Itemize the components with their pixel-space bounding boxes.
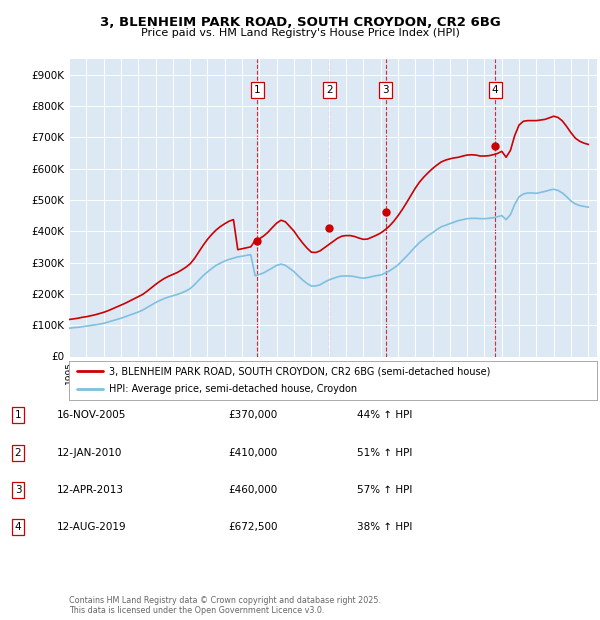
Text: 2: 2 bbox=[326, 85, 332, 95]
Text: 1: 1 bbox=[254, 85, 260, 95]
Text: £370,000: £370,000 bbox=[228, 410, 277, 420]
Text: 38% ↑ HPI: 38% ↑ HPI bbox=[357, 522, 412, 532]
Text: 3: 3 bbox=[14, 485, 22, 495]
Text: £410,000: £410,000 bbox=[228, 448, 277, 458]
Text: Price paid vs. HM Land Registry's House Price Index (HPI): Price paid vs. HM Land Registry's House … bbox=[140, 28, 460, 38]
Text: 3: 3 bbox=[382, 85, 389, 95]
Text: 4: 4 bbox=[492, 85, 499, 95]
Text: 4: 4 bbox=[14, 522, 22, 532]
Text: 51% ↑ HPI: 51% ↑ HPI bbox=[357, 448, 412, 458]
Text: HPI: Average price, semi-detached house, Croydon: HPI: Average price, semi-detached house,… bbox=[109, 384, 357, 394]
Text: 12-JAN-2010: 12-JAN-2010 bbox=[57, 448, 122, 458]
Text: 57% ↑ HPI: 57% ↑ HPI bbox=[357, 485, 412, 495]
Text: 12-AUG-2019: 12-AUG-2019 bbox=[57, 522, 127, 532]
Text: 1: 1 bbox=[14, 410, 22, 420]
Text: 3, BLENHEIM PARK ROAD, SOUTH CROYDON, CR2 6BG (semi-detached house): 3, BLENHEIM PARK ROAD, SOUTH CROYDON, CR… bbox=[109, 366, 490, 376]
Text: 12-APR-2013: 12-APR-2013 bbox=[57, 485, 124, 495]
Text: 3, BLENHEIM PARK ROAD, SOUTH CROYDON, CR2 6BG: 3, BLENHEIM PARK ROAD, SOUTH CROYDON, CR… bbox=[100, 16, 500, 29]
Text: 44% ↑ HPI: 44% ↑ HPI bbox=[357, 410, 412, 420]
Text: Contains HM Land Registry data © Crown copyright and database right 2025.
This d: Contains HM Land Registry data © Crown c… bbox=[69, 596, 381, 615]
Text: £460,000: £460,000 bbox=[228, 485, 277, 495]
Text: £672,500: £672,500 bbox=[228, 522, 277, 532]
Text: 2: 2 bbox=[14, 448, 22, 458]
Text: 16-NOV-2005: 16-NOV-2005 bbox=[57, 410, 127, 420]
